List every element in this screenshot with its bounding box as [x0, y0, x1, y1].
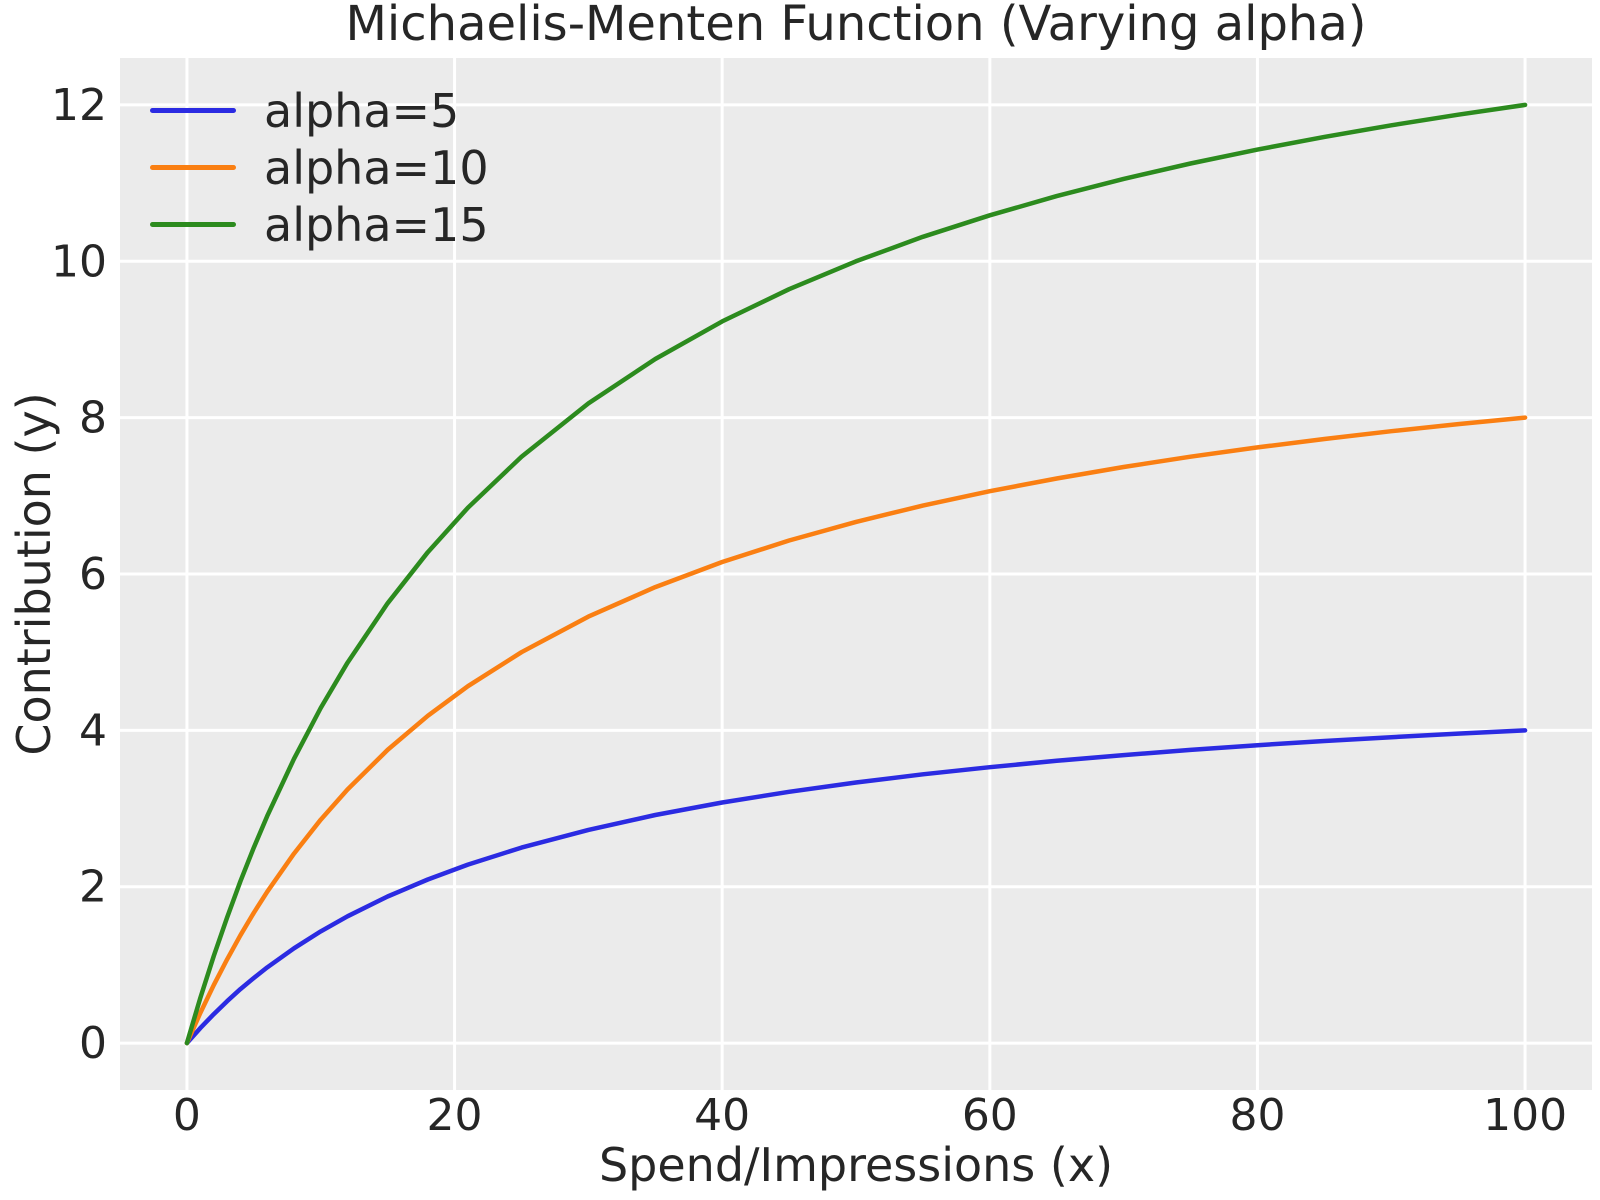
legend-label: alpha=15 — [264, 197, 489, 252]
y-tick-label: 4 — [79, 705, 107, 756]
y-tick-label: 10 — [51, 236, 107, 287]
legend-line-swatch — [150, 165, 236, 170]
y-axis-label: Contribution (y) — [7, 392, 61, 756]
y-tick-label: 0 — [79, 1018, 107, 1069]
series-line-alpha-5 — [184, 728, 1528, 1046]
legend-line-swatch — [150, 108, 236, 113]
y-tick-label: 12 — [51, 80, 107, 131]
x-tick-label: 0 — [173, 1090, 201, 1141]
x-tick-label: 60 — [962, 1090, 1018, 1141]
series-line-alpha-10 — [184, 415, 1528, 1046]
x-axis-label: Spend/Impressions (x) — [598, 1138, 1114, 1192]
legend-line-swatch — [150, 222, 236, 227]
legend-item-alpha-10: alpha=10 — [150, 139, 489, 196]
y-tick-label: 8 — [79, 393, 107, 444]
legend-label: alpha=5 — [264, 83, 460, 138]
legend-item-alpha-5: alpha=5 — [150, 82, 489, 139]
x-tick-label: 40 — [694, 1090, 750, 1141]
chart-title: Michaelis-Menten Function (Varying alpha… — [345, 0, 1367, 52]
series-line-alpha-15 — [184, 102, 1528, 1046]
y-tick-label: 6 — [79, 549, 107, 600]
x-tick-label: 100 — [1483, 1090, 1567, 1141]
legend: alpha=5 alpha=10 alpha=15 — [150, 82, 489, 253]
legend-label: alpha=10 — [264, 140, 489, 195]
legend-item-alpha-15: alpha=15 — [150, 196, 489, 253]
y-tick-label: 2 — [79, 862, 107, 913]
x-tick-label: 80 — [1229, 1090, 1285, 1141]
x-tick-label: 20 — [427, 1090, 483, 1141]
